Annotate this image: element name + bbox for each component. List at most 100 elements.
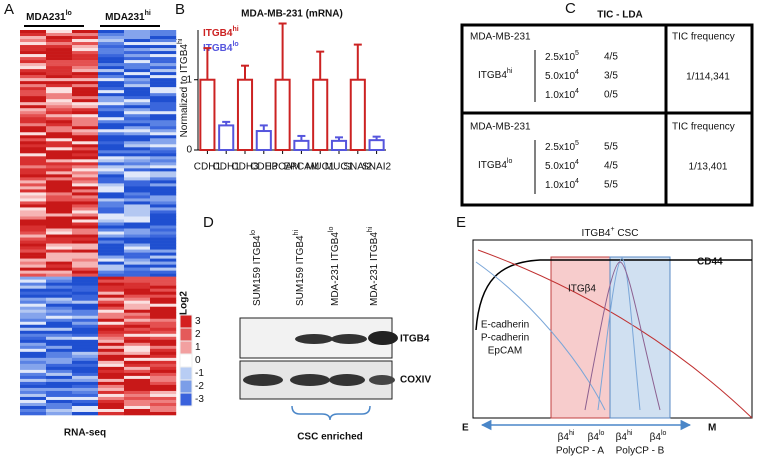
heatmap-cell <box>150 198 177 202</box>
heatmap-cell <box>98 405 125 410</box>
heatmap-cell <box>124 156 151 160</box>
state-label-base: β4 <box>558 432 570 443</box>
heatmap-cell <box>72 63 99 67</box>
heatmap-cell <box>124 114 151 118</box>
group-base: ITGB4 <box>478 160 507 171</box>
heatmap-cell <box>20 279 47 283</box>
state-label-base: β4 <box>616 432 628 443</box>
heatmap-cell <box>20 75 47 79</box>
heatmap-cell <box>98 375 125 380</box>
heatmap-cell <box>150 342 177 347</box>
heatmap-cell <box>20 369 47 374</box>
heatmap-cell <box>20 114 47 118</box>
heatmap-cell <box>150 282 177 286</box>
heatmap-cell <box>98 126 125 130</box>
heatmap-cell <box>20 33 47 37</box>
heatmap-cell <box>72 162 99 166</box>
x-tick-label: SNAI2 <box>343 162 372 173</box>
heatmap-cell <box>72 105 99 109</box>
heatmap-cell <box>72 357 99 362</box>
heatmap-cell <box>20 198 47 202</box>
heatmap-cell <box>150 264 177 268</box>
heatmap-cell <box>150 303 177 308</box>
heatmap-cell <box>98 297 125 302</box>
heatmap-cell <box>72 270 99 274</box>
heatmap-cell <box>98 225 125 229</box>
x-tick-label: CDH1 <box>213 162 241 173</box>
heatmap-cell <box>150 291 177 295</box>
heatmap-cell <box>150 225 177 229</box>
heatmap-cell <box>98 396 125 401</box>
legend-tick: 1 <box>195 342 201 353</box>
lane-label: MDA-231 ITGB4hi <box>367 226 380 306</box>
heatmap-cell <box>98 36 125 40</box>
heatmap-cell <box>46 261 73 265</box>
heatmap-cell <box>20 84 47 88</box>
heatmap-cell <box>20 252 47 256</box>
heatmap-cell <box>72 366 99 371</box>
dose: 2.5x105 <box>545 140 579 153</box>
heatmap-cell <box>150 141 177 145</box>
heatmap-cell <box>46 111 73 115</box>
heatmap-cell <box>20 360 47 365</box>
heatmap-cell <box>72 51 99 55</box>
state-label: β4lo <box>588 430 605 443</box>
heatmap-cell <box>98 363 125 368</box>
heatmap-cell <box>150 147 177 151</box>
heatmap-cell <box>20 30 47 34</box>
heatmap-cell <box>20 411 47 416</box>
heatmap-cell <box>72 72 99 76</box>
heatmap-cell <box>72 267 99 271</box>
heatmap-cell <box>124 162 151 166</box>
heatmap-cell <box>150 177 177 181</box>
group-sup: lo <box>507 158 513 165</box>
heatmap-cell <box>72 381 99 386</box>
state-label-sup: lo <box>599 430 605 437</box>
heatmap-cell <box>72 216 99 220</box>
heatmap-cell <box>72 165 99 169</box>
heatmap-cell <box>150 78 177 82</box>
heatmap-cell <box>98 330 125 335</box>
heatmap-cell <box>150 117 177 121</box>
region <box>609 256 671 419</box>
heatmap-cell <box>72 159 99 163</box>
heatmap-cell <box>72 363 99 368</box>
heatmap-cell <box>150 33 177 37</box>
heatmap-cell <box>98 42 125 46</box>
band <box>295 334 333 344</box>
heatmap-cell <box>72 210 99 214</box>
heatmap-cell <box>72 114 99 118</box>
heatmap-cell <box>20 150 47 154</box>
heatmap-cell <box>46 336 73 341</box>
heatmap-cell <box>20 135 47 139</box>
heatmap-cell <box>150 219 177 223</box>
heatmap-cell <box>98 162 125 166</box>
bar <box>293 139 310 152</box>
heatmap-cell <box>150 60 177 64</box>
heatmap-cell <box>150 72 177 76</box>
heatmap-cell <box>124 201 151 205</box>
heatmap-cell <box>98 258 125 262</box>
heatmap-cell <box>124 318 151 323</box>
dose-sup: 4 <box>575 178 579 185</box>
heatmap-cell <box>98 246 125 250</box>
heatmap-cell <box>124 276 151 280</box>
heatmap-cell <box>150 288 177 292</box>
heatmap-cell <box>124 378 151 383</box>
heatmap-cell <box>150 297 177 302</box>
heatmap-cell <box>46 264 73 268</box>
heatmap-cell <box>150 405 177 410</box>
heatmap-cell <box>46 372 73 377</box>
lane-label-base: MDA-231 ITGB4 <box>369 232 380 306</box>
heatmap-cell <box>124 300 151 305</box>
heatmap-cell <box>46 186 73 190</box>
heatmap-cell <box>20 399 47 404</box>
heatmap-cell <box>72 57 99 61</box>
group-sup: hi <box>507 68 513 75</box>
group-base: ITGB4 <box>478 70 507 81</box>
heatmap-cell <box>98 99 125 103</box>
heatmap-cell <box>150 213 177 217</box>
heatmap-cell <box>98 279 125 283</box>
heatmap-cell <box>20 147 47 151</box>
heatmap-cell <box>98 177 125 181</box>
